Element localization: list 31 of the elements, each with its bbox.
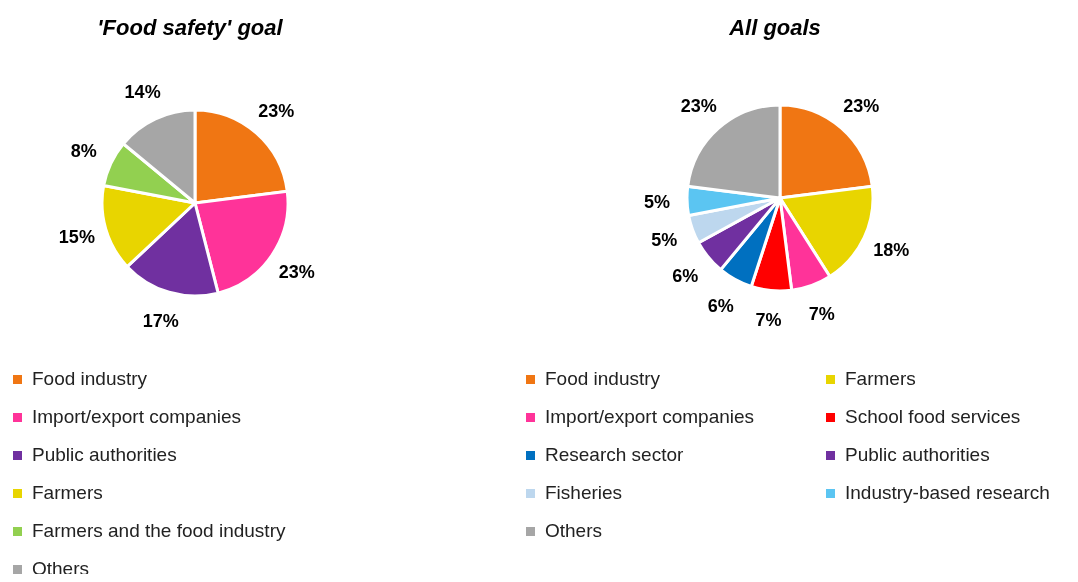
data-label: 17% — [142, 311, 179, 332]
legend-label: Import/export companies — [545, 406, 755, 428]
legend-label: Others — [545, 520, 603, 542]
data-label: 6% — [672, 266, 699, 287]
chart-title: 'Food safety' goal — [96, 14, 284, 42]
data-label: 23% — [258, 100, 295, 121]
data-label: 18% — [873, 240, 910, 261]
data-label: 15% — [58, 227, 95, 248]
legend-label: Farmers — [32, 482, 103, 504]
data-label: 5% — [651, 229, 678, 250]
data-label: 5% — [644, 191, 671, 212]
data-label: 23% — [680, 95, 717, 116]
legend-label: Research sector — [545, 444, 684, 466]
data-label: 23% — [278, 262, 315, 283]
legend-label: Farmers and the food industry — [32, 520, 286, 542]
chart-title: All goals — [728, 14, 822, 42]
data-label: 14% — [124, 81, 161, 102]
legend-label: Food industry — [32, 368, 148, 390]
legend-label: Food industry — [545, 368, 661, 390]
data-label: 6% — [707, 295, 734, 316]
legend-label: Import/export companies — [32, 406, 242, 428]
data-label: 23% — [843, 95, 880, 116]
data-label: 7% — [755, 310, 782, 331]
legend-label: Industry-based research — [845, 482, 1050, 504]
legend-label: School food services — [845, 406, 1021, 428]
data-label: 8% — [70, 140, 97, 161]
data-label: 7% — [808, 303, 835, 324]
legend-label: Farmers — [845, 368, 916, 390]
legend-label: Public authorities — [845, 444, 990, 466]
legend-label: Public authorities — [32, 444, 177, 466]
legend-label: Fisheries — [545, 482, 623, 504]
